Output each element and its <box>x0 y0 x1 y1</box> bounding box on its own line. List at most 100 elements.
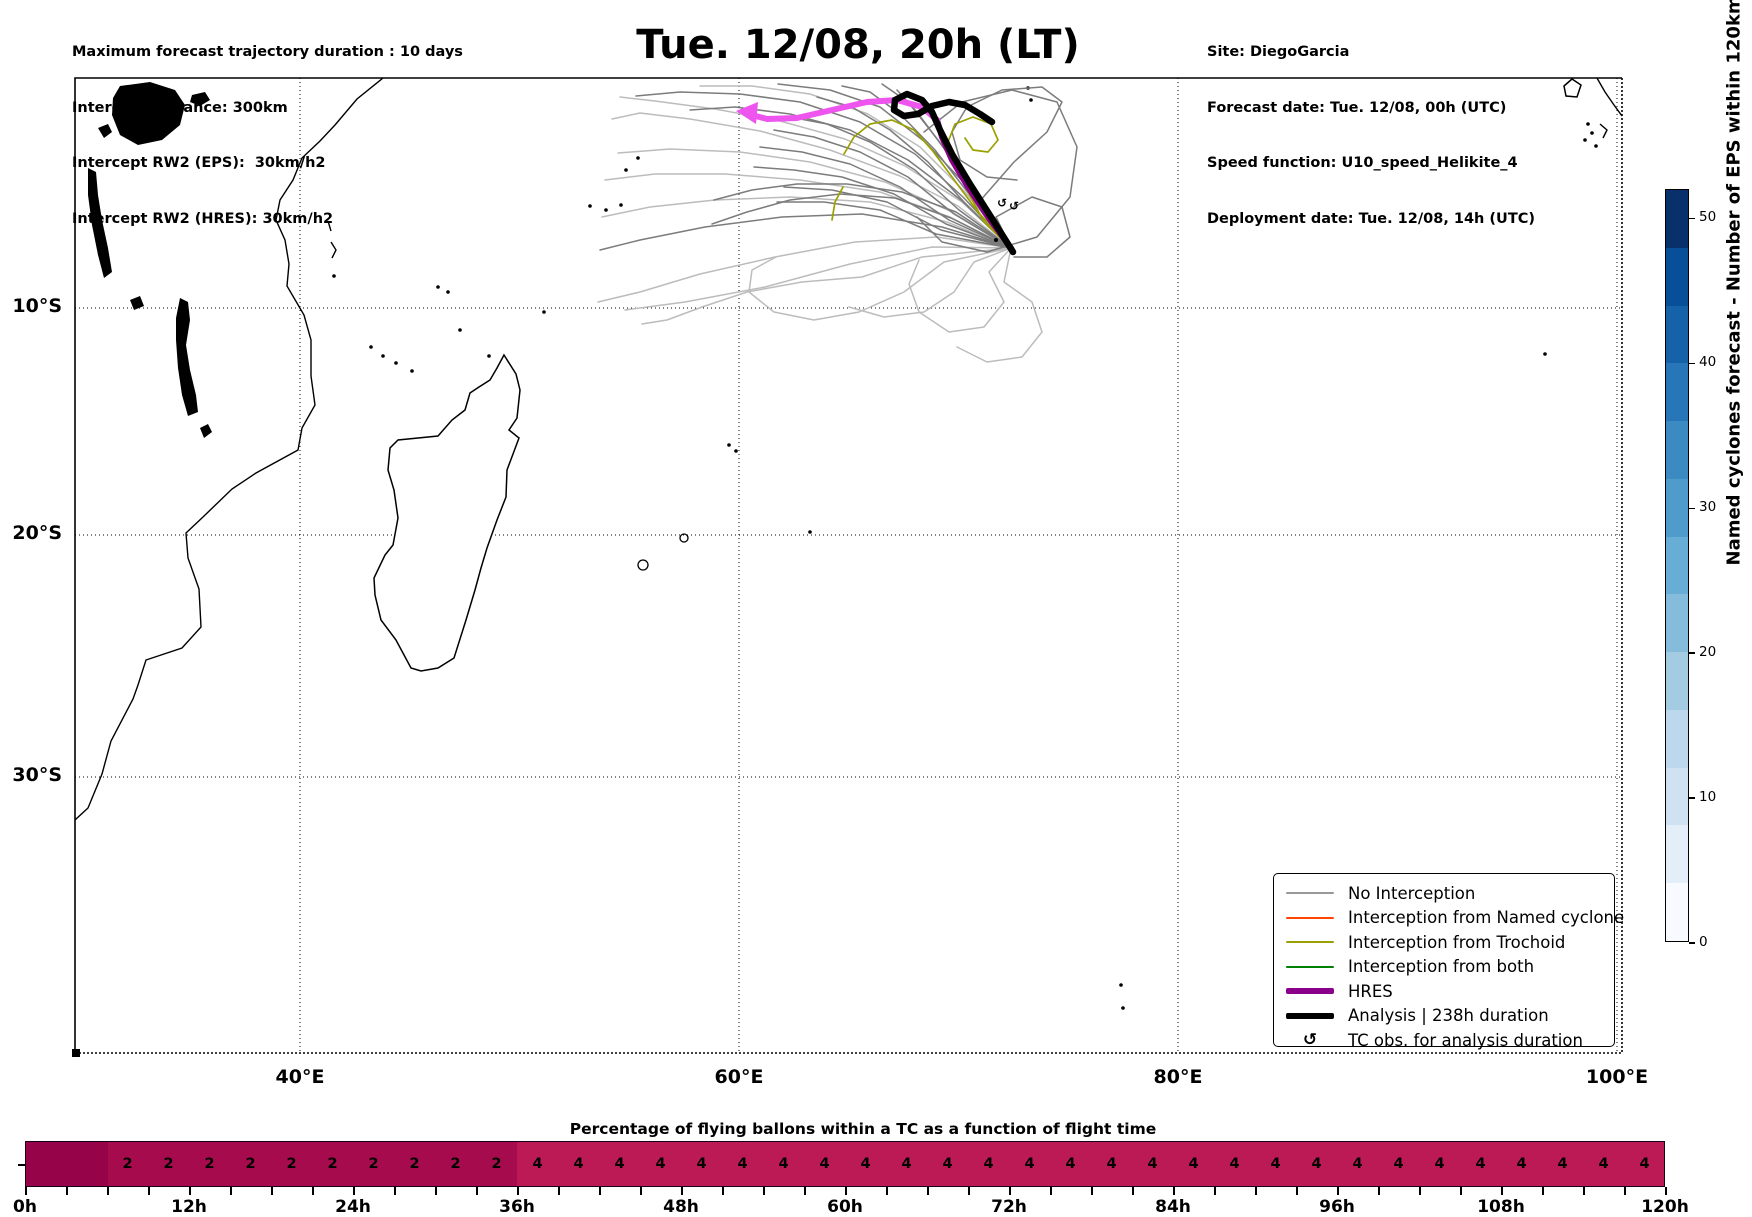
colorbar-tick-label: 0 <box>1699 933 1708 950</box>
island-dot <box>1590 131 1594 135</box>
colorbar-segment <box>1666 652 1688 710</box>
time-axis-tick <box>312 1187 314 1195</box>
tc-obs-icon: ↺ <box>997 196 1007 210</box>
ensemble-track <box>783 186 1012 249</box>
colorbar-segment <box>1666 363 1688 422</box>
colorbar-segment <box>1666 247 1688 306</box>
island-dot <box>1583 138 1587 142</box>
legend-item-label: Interception from Named cyclone <box>1348 908 1625 928</box>
island-dot <box>619 203 623 207</box>
time-axis-tick <box>435 1187 437 1195</box>
bottom-chart-title: Percentage of flying ballons within a TC… <box>569 1120 1157 1138</box>
time-axis-label: 72h <box>991 1197 1027 1217</box>
time-axis-tick <box>230 1187 232 1195</box>
legend-line-swatch <box>1286 892 1334 895</box>
bar-value-label: 2 <box>368 1156 379 1172</box>
bar-value-label: 2 <box>409 1156 420 1172</box>
lon-tick-label: 60°E <box>714 1066 764 1088</box>
bar-value-label: 4 <box>614 1156 625 1172</box>
legend-line-sample <box>1286 916 1334 919</box>
island-outline <box>1563 78 1582 98</box>
time-axis-tick <box>1419 1187 1421 1195</box>
time-axis-tick <box>845 1187 847 1195</box>
bar-value-label: 4 <box>1065 1156 1076 1172</box>
time-axis-tick <box>517 1187 519 1195</box>
bar-value-label: 4 <box>573 1156 584 1172</box>
bar-value-label: 4 <box>1106 1156 1117 1172</box>
time-axis-tick <box>1132 1187 1134 1195</box>
island-dot <box>727 443 731 447</box>
ensemble-track <box>619 96 1012 249</box>
time-axis-tick <box>1337 1187 1339 1195</box>
coastline <box>1596 78 1622 117</box>
time-axis-tick <box>1255 1187 1257 1195</box>
time-axis-tick <box>1050 1187 1052 1195</box>
legend-item-label: Analysis | 238h duration <box>1348 1006 1549 1026</box>
lake-shape <box>176 298 198 416</box>
lake-shape <box>112 82 185 145</box>
island-dot <box>394 361 398 365</box>
lake-shape <box>200 424 212 438</box>
island-dot <box>436 285 440 289</box>
tc-obs-legend-icon: ↺ <box>1286 1030 1334 1050</box>
time-axis-tick <box>476 1187 478 1195</box>
colorbar-segment <box>1666 190 1688 248</box>
coastline <box>1599 123 1608 139</box>
legend-line-swatch <box>1286 1012 1334 1019</box>
time-axis-label: 36h <box>499 1197 535 1217</box>
island-dot <box>734 449 738 453</box>
legend-item-label: HRES <box>1348 981 1393 1001</box>
lon-tick-label: 40°E <box>275 1066 325 1088</box>
analysis-track <box>890 90 1017 256</box>
time-axis-label: 120h <box>1641 1197 1689 1217</box>
island-dot <box>604 208 608 212</box>
island-outline <box>373 353 521 672</box>
legend-line-sample <box>1286 988 1334 995</box>
time-axis-tick <box>763 1187 765 1195</box>
bar-value-label: 4 <box>1311 1156 1322 1172</box>
island-dot <box>446 290 450 294</box>
island-dot <box>458 328 462 332</box>
legend-item: Analysis | 238h duration <box>1286 1004 1604 1029</box>
site-line: Forecast date: Tue. 12/08, 00h (UTC) <box>1207 99 1507 116</box>
bar-value-label: 4 <box>655 1156 666 1172</box>
colorbar-tick <box>1689 507 1695 510</box>
bar-value-label: 4 <box>737 1156 748 1172</box>
bar-value-label: 4 <box>819 1156 830 1172</box>
time-axis-tick <box>25 1187 27 1195</box>
island-dot <box>381 354 385 358</box>
colorbar-segment <box>1666 767 1688 826</box>
tc-obs-icon: ↺ <box>1302 1030 1318 1051</box>
bar-value-label: 4 <box>1147 1156 1158 1172</box>
island-dot <box>1594 144 1598 148</box>
trochoid-track <box>947 116 1012 249</box>
ensemble-track <box>641 247 1012 325</box>
tc-obs-icon: ↺ <box>1009 199 1019 213</box>
bar-value-label: 4 <box>1434 1156 1445 1172</box>
time-axis-tick <box>1214 1187 1216 1195</box>
lake-shape <box>88 168 112 278</box>
bar-value-label: 4 <box>1352 1156 1363 1172</box>
bar-value-label: 4 <box>901 1156 912 1172</box>
bar-value-label: 4 <box>1598 1156 1609 1172</box>
colorbar-segment <box>1666 594 1688 653</box>
time-axis-label: 96h <box>1319 1197 1355 1217</box>
time-axis-tick <box>558 1187 560 1195</box>
bar-value-label: 2 <box>245 1156 256 1172</box>
time-axis-tick <box>1009 1187 1011 1195</box>
colorbar-label-wrap: Named cyclones forecast - Number of EPS … <box>1714 0 1752 942</box>
legend-item: HRES <box>1286 979 1604 1004</box>
bar-value-label: 4 <box>983 1156 994 1172</box>
bar-value-label: 2 <box>122 1156 133 1172</box>
map-layers: ↺ ↺ <box>75 78 1622 1053</box>
map-legend: No Interception Interception from Named c… <box>1273 873 1624 1050</box>
ensemble-track <box>753 166 1012 249</box>
time-axis-tick <box>886 1187 888 1195</box>
legend-item: Interception from both <box>1286 955 1604 980</box>
time-axis-label: 0h <box>13 1197 37 1217</box>
bar-y-tick <box>18 1164 25 1166</box>
ensemble-track <box>916 89 1078 253</box>
map-frame <box>74 77 1622 1053</box>
time-axis-tick <box>1460 1187 1462 1195</box>
time-axis-label: 60h <box>827 1197 863 1217</box>
